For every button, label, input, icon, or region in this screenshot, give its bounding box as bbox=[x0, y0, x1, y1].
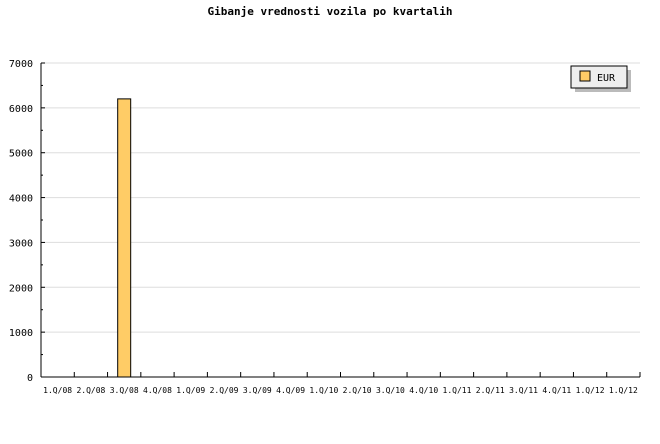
x-tick-label: 4.Q/09 bbox=[276, 386, 305, 395]
axes: 0 1000 2000 3000 4000 5000 6000 7000 1.Q/08 2.Q/0… bbox=[9, 59, 641, 395]
y-tick-label: 6000 bbox=[9, 104, 33, 115]
x-tick-label: 3.Q/08 bbox=[110, 386, 139, 395]
x-tick-label: 1.Q/12 bbox=[609, 386, 638, 395]
x-tick-label: 4.Q/10 bbox=[409, 386, 438, 395]
y-tick-label: 3000 bbox=[9, 238, 33, 249]
bar bbox=[117, 98, 132, 378]
x-tick-label: 2.Q/08 bbox=[76, 386, 105, 395]
x-tick-label: 4.Q/08 bbox=[143, 386, 172, 395]
x-tick-label: 2.Q/10 bbox=[343, 386, 372, 395]
x-tick-label: 2.Q/09 bbox=[210, 386, 239, 395]
y-tick-label: 7000 bbox=[9, 59, 33, 70]
x-tick-label: 1.Q/12 bbox=[576, 386, 605, 395]
x-tick-label: 3.Q/09 bbox=[243, 386, 272, 395]
x-tick-label: 1.Q/10 bbox=[309, 386, 338, 395]
y-tick-label: 5000 bbox=[9, 149, 33, 160]
x-tick-label: 1.Q/09 bbox=[176, 386, 205, 395]
bars bbox=[117, 98, 132, 378]
x-tick-label: 3.Q/11 bbox=[509, 386, 538, 395]
x-tick-label: 2.Q/11 bbox=[476, 386, 505, 395]
legend: EUR bbox=[570, 65, 631, 92]
legend-label: EUR bbox=[597, 73, 616, 84]
x-tick-label: 4.Q/11 bbox=[542, 386, 571, 395]
x-tick-label: 3.Q/10 bbox=[376, 386, 405, 395]
legend-swatch bbox=[579, 70, 591, 82]
x-tick-label: 1.Q/08 bbox=[43, 386, 72, 395]
y-tick-label: 2000 bbox=[9, 283, 33, 294]
gridlines bbox=[41, 62, 640, 333]
chart-title: Gibanje vrednosti vozila po kvartalih bbox=[207, 5, 452, 18]
x-tick-label: 1.Q/11 bbox=[443, 386, 472, 395]
y-tick-label: 1000 bbox=[9, 328, 33, 339]
y-tick-label: 0 bbox=[27, 373, 33, 384]
y-tick-label: 4000 bbox=[9, 194, 33, 205]
